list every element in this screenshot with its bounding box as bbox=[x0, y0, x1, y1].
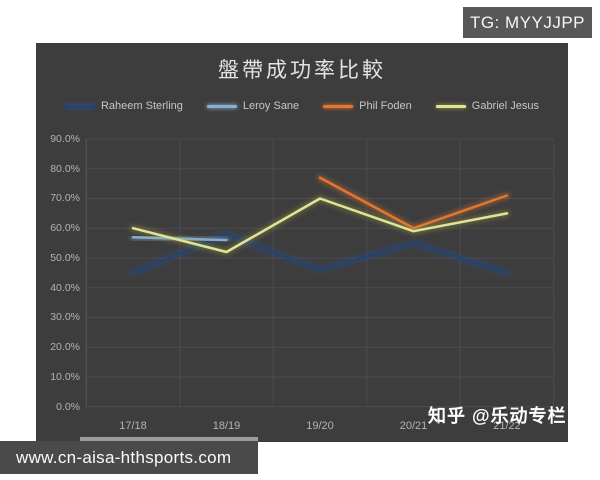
foden-line-swatch-icon bbox=[323, 104, 354, 108]
sterling-line-swatch-icon bbox=[64, 104, 95, 108]
series-lines bbox=[129, 174, 511, 277]
y-tick-label: 80.0% bbox=[50, 162, 80, 175]
legend-item-foden: Phil Foden bbox=[323, 100, 412, 112]
y-tick-label: 40.0% bbox=[50, 281, 80, 294]
legend-label-foden: Phil Foden bbox=[359, 100, 412, 112]
x-tick-label: 18/19 bbox=[212, 420, 241, 432]
y-tick-label: 30.0% bbox=[50, 311, 80, 324]
light-strip bbox=[80, 437, 258, 444]
y-tick-label: 70.0% bbox=[50, 192, 80, 205]
x-tick-label: 17/18 bbox=[119, 420, 147, 432]
zhihu-watermark: 知乎 @乐动专栏 bbox=[428, 406, 567, 426]
y-tick-label: 0.0% bbox=[56, 400, 80, 413]
legend-item-sane: Leroy Sane bbox=[206, 100, 300, 112]
y-tick-label: 50.0% bbox=[50, 251, 80, 264]
gridlines bbox=[85, 138, 555, 408]
telegram-badge-text: TG: MYYJJPP bbox=[469, 12, 586, 32]
legend-label-jesus: Gabriel Jesus bbox=[471, 100, 540, 112]
legend-label-sterling: Raheem Sterling bbox=[100, 100, 183, 112]
telegram-badge: TG: MYYJJPP bbox=[463, 7, 592, 38]
x-tick-label: 19/20 bbox=[306, 420, 334, 432]
chart-legend: Raheem Sterling Leroy Sane Phil Foden Ga… bbox=[36, 100, 568, 112]
website-bar: www.cn-aisa-hthsports.com bbox=[0, 441, 258, 474]
sane-line-swatch-icon bbox=[206, 104, 237, 108]
website-url: www.cn-aisa-hthsports.com bbox=[16, 447, 232, 467]
y-tick-label: 60.0% bbox=[50, 222, 80, 235]
x-tick-label: 21/22 bbox=[493, 420, 521, 432]
y-tick-label: 10.0% bbox=[50, 370, 80, 383]
legend-item-sterling: Raheem Sterling bbox=[64, 100, 183, 112]
chart-panel: 盤帶成功率比較 Raheem Sterling Leroy Sane Phil … bbox=[36, 43, 568, 442]
jesus-line-swatch-icon bbox=[435, 104, 466, 108]
x-tick-label: 20/21 bbox=[399, 420, 428, 432]
y-tick-label: 90.0% bbox=[50, 133, 80, 145]
line-chart bbox=[85, 138, 555, 408]
legend-label-sane: Leroy Sane bbox=[242, 100, 300, 112]
legend-item-jesus: Gabriel Jesus bbox=[435, 100, 540, 112]
y-tick-label: 20.0% bbox=[50, 341, 80, 354]
chart-title: 盤帶成功率比較 bbox=[218, 59, 386, 82]
